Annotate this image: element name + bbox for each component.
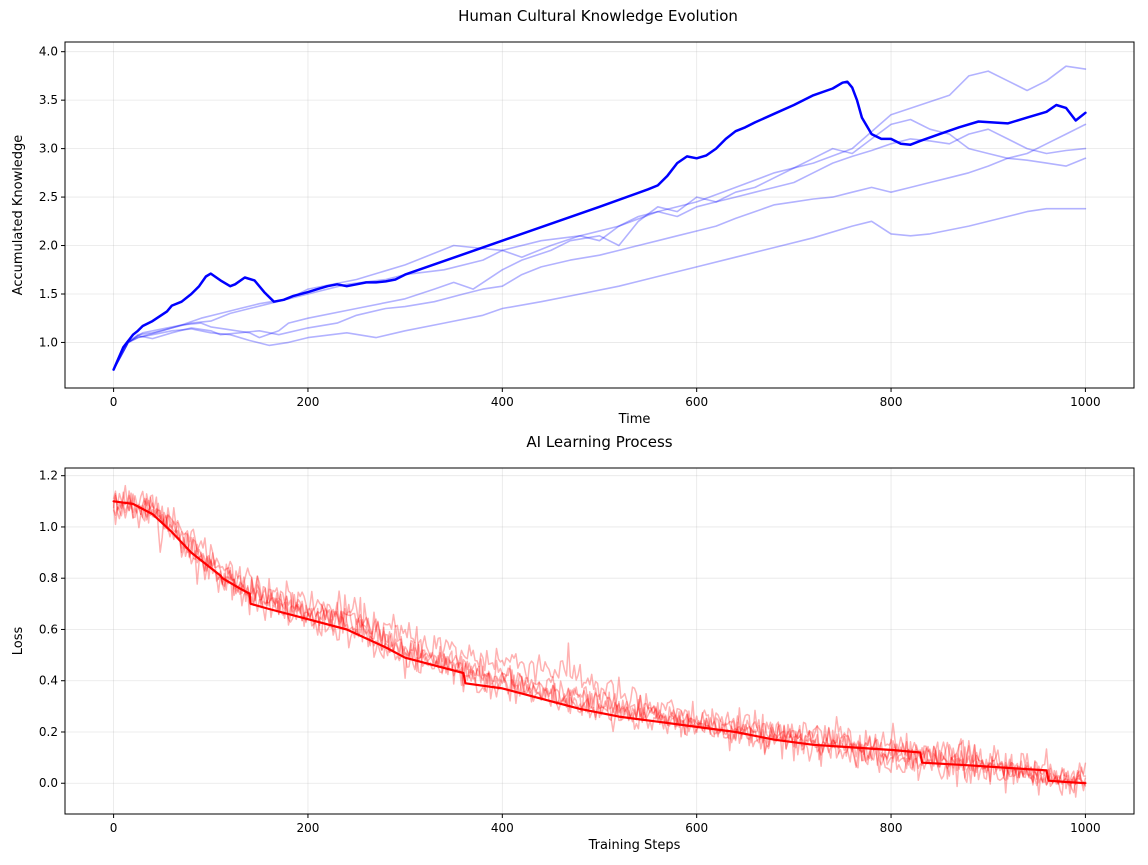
x-tick-label: 0 — [110, 821, 118, 835]
plot-area — [112, 65, 1087, 371]
series-line-2 — [112, 128, 1087, 371]
x-tick-label: 400 — [491, 821, 514, 835]
series-line-0 — [112, 500, 1087, 785]
series-line-1 — [112, 118, 1087, 371]
y-tick-label: 2.0 — [39, 239, 58, 253]
series-line-2 — [112, 490, 1087, 794]
y-tick-label: 0.6 — [39, 622, 58, 636]
y-tick-label: 1.0 — [39, 335, 58, 349]
y-axis-label: Accumulated Knowledge — [11, 135, 26, 296]
plot-area — [112, 484, 1087, 798]
y-tick-label: 1.2 — [39, 469, 58, 483]
y-tick-label: 0.0 — [39, 776, 58, 790]
series-line-5 — [112, 65, 1087, 371]
y-tick-label: 1.0 — [39, 520, 58, 534]
x-tick-label: 200 — [297, 821, 320, 835]
y-tick-label: 2.5 — [39, 190, 58, 204]
y-tick-label: 4.0 — [39, 45, 58, 59]
x-tick-label: 200 — [297, 395, 320, 409]
y-tick-label: 1.5 — [39, 287, 58, 301]
x-tick-label: 1000 — [1070, 395, 1101, 409]
y-tick-label: 0.8 — [39, 571, 58, 585]
x-tick-label: 600 — [685, 821, 708, 835]
x-axis-label: Training Steps — [588, 838, 681, 853]
y-tick-label: 3.0 — [39, 142, 58, 156]
x-tick-label: 400 — [491, 395, 514, 409]
x-tick-label: 600 — [685, 395, 708, 409]
y-tick-label: 3.5 — [39, 93, 58, 107]
knowledge-chart: 0 200 400 600 800 1000 1.0 1.5 2.0 2.5 3.0 3.5 4.0 Ti… — [11, 41, 1135, 427]
x-axis-label: Time — [618, 412, 651, 427]
y-tick-label: 0.4 — [39, 674, 58, 688]
series-line-5 — [112, 492, 1087, 798]
series-line-3 — [112, 490, 1087, 788]
series-line-1 — [112, 492, 1087, 796]
y-tick-label: 0.2 — [39, 725, 58, 739]
series-line-0 — [112, 80, 1087, 371]
x-tick-label: 800 — [880, 395, 903, 409]
x-tick-label: 800 — [880, 821, 903, 835]
series-line-3 — [112, 123, 1087, 371]
series-line-4 — [112, 484, 1087, 796]
x-tick-label: 1000 — [1070, 821, 1101, 835]
loss-chart: 0 200 400 600 800 1000 0.0 0.2 0.4 0.6 0.8 1.0 1.2 Tr… — [11, 433, 1135, 853]
figure-title: Human Cultural Knowledge Evolution — [458, 7, 738, 25]
series-line-4 — [112, 207, 1087, 371]
axes-frame — [64, 41, 1135, 389]
chart-title: AI Learning Process — [526, 433, 672, 451]
y-axis-label: Loss — [11, 627, 26, 656]
x-tick-label: 0 — [110, 395, 118, 409]
axes-frame — [64, 467, 1135, 815]
